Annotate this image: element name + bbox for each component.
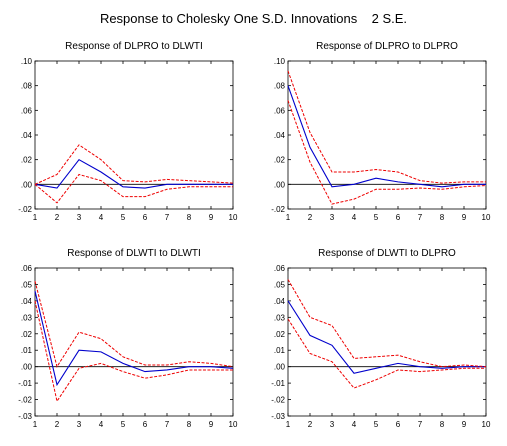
x-tick-label: 7 <box>418 213 423 222</box>
x-tick-label: 6 <box>396 420 401 429</box>
y-tick-label: -.01 <box>18 379 32 388</box>
y-tick-label: .02 <box>21 156 33 165</box>
lower-band-line <box>34 300 233 403</box>
x-tick-label: 8 <box>440 420 445 429</box>
y-tick-label: .00 <box>21 363 33 372</box>
upper-band-line <box>34 281 234 368</box>
panel-title: Response of DLPRO to DLPRO <box>316 41 458 52</box>
x-tick-label: 2 <box>55 213 60 222</box>
x-tick-label: 3 <box>77 213 82 222</box>
x-tick-label: 4 <box>99 213 104 222</box>
x-tick-label: 10 <box>229 420 238 429</box>
y-tick-label: .03 <box>274 313 286 322</box>
x-tick-label: 10 <box>482 420 491 429</box>
x-tick-label: 6 <box>143 420 148 429</box>
lower-band-line <box>287 100 487 205</box>
y-tick-label: .05 <box>21 280 33 289</box>
plot-frame <box>287 267 487 417</box>
upper-band-line <box>287 70 486 184</box>
x-tick-label: 9 <box>209 420 214 429</box>
x-tick-label: 8 <box>187 213 192 222</box>
x-tick-label: 6 <box>143 213 148 222</box>
x-tick-label: 8 <box>187 420 192 429</box>
y-tick-label: .06 <box>274 264 286 273</box>
x-tick-label: 9 <box>462 213 467 222</box>
y-tick-label: .04 <box>274 131 286 140</box>
x-tick-label: 2 <box>308 213 313 222</box>
x-tick-label: 6 <box>396 213 401 222</box>
y-tick-label: -.03 <box>271 412 285 421</box>
x-tick-label: 5 <box>374 420 379 429</box>
y-tick-label: -.01 <box>271 379 285 388</box>
x-tick-label: 3 <box>330 213 335 222</box>
x-tick-label: 10 <box>229 213 238 222</box>
chart-panel-3: Response of DLWTI to DLWTI -.03 -.02 -.01 .0… <box>18 248 238 429</box>
y-tick-label: .08 <box>21 82 33 91</box>
y-tick-label: .02 <box>21 330 33 339</box>
y-tick-label: -.02 <box>18 205 32 214</box>
x-tick-label: 3 <box>330 420 335 429</box>
x-tick-label: 1 <box>33 420 38 429</box>
x-tick-label: 1 <box>33 213 38 222</box>
x-tick-label: 7 <box>418 420 423 429</box>
lower-band-line <box>34 173 233 204</box>
x-tick-label: 7 <box>165 213 170 222</box>
y-tick-label: .08 <box>274 82 286 91</box>
plot-frame <box>287 60 487 210</box>
x-tick-label: 9 <box>462 420 467 429</box>
y-tick-label: .00 <box>274 363 286 372</box>
x-tick-label: 7 <box>165 420 170 429</box>
y-tick-label: .00 <box>274 180 286 189</box>
y-tick-label: .06 <box>21 264 33 273</box>
plot-frame <box>34 267 234 417</box>
y-tick-label: -.02 <box>271 396 285 405</box>
y-tick-label: .06 <box>274 106 286 115</box>
y-tick-label: .01 <box>21 346 33 355</box>
response-line <box>287 85 486 188</box>
y-tick-label: .04 <box>21 131 33 140</box>
x-tick-label: 1 <box>286 213 291 222</box>
chart-panel-1: Response of DLPRO to DLWTI -.02 .00 .02 .04.… <box>18 41 238 222</box>
chart-panel-4: Response of DLWTI to DLPRO -.03 -.02 -.01 .0… <box>271 248 491 429</box>
y-tick-label: .05 <box>274 280 286 289</box>
y-tick-label: -.02 <box>18 396 32 405</box>
response-line <box>287 300 486 374</box>
y-tick-label: .03 <box>21 313 33 322</box>
x-tick-label: 9 <box>209 213 214 222</box>
y-tick-label: .02 <box>274 156 286 165</box>
x-tick-label: 3 <box>77 420 82 429</box>
x-tick-label: 8 <box>440 213 445 222</box>
x-tick-label: 4 <box>352 213 357 222</box>
x-tick-label: 2 <box>55 420 60 429</box>
y-tick-label: .02 <box>274 330 286 339</box>
panel-title: Response of DLWTI to DLWTI <box>67 248 201 259</box>
x-tick-label: 5 <box>374 213 379 222</box>
x-tick-label: 4 <box>352 420 357 429</box>
figure-title: Response to Cholesky One S.D. Innovation… <box>99 11 408 26</box>
y-tick-label: .04 <box>21 297 33 306</box>
y-tick-label: .01 <box>274 346 286 355</box>
x-tick-label: 2 <box>308 420 313 429</box>
upper-band-line <box>287 279 487 368</box>
panel-title: Response of DLWTI to DLPRO <box>318 248 456 259</box>
x-tick-label: 4 <box>99 420 104 429</box>
y-tick-label: .06 <box>21 106 33 115</box>
panel-title: Response of DLPRO to DLWTI <box>65 41 203 52</box>
y-tick-label: .10 <box>21 57 33 66</box>
y-tick-label: -.02 <box>271 205 285 214</box>
x-tick-label: 5 <box>121 420 126 429</box>
y-tick-label: .10 <box>274 57 286 66</box>
x-tick-label: 5 <box>121 213 126 222</box>
y-tick-label: .00 <box>21 180 33 189</box>
y-tick-label: -.03 <box>18 412 32 421</box>
response-line <box>34 290 234 387</box>
chart-panel-2: Response of DLPRO to DLPRO -.02 .00 .02 .04.… <box>271 41 491 222</box>
y-tick-label: .04 <box>274 297 286 306</box>
response-line <box>34 158 233 189</box>
x-tick-label: 10 <box>482 213 491 222</box>
x-tick-label: 1 <box>286 420 291 429</box>
lower-band-line <box>287 318 486 389</box>
upper-band-line <box>34 144 234 185</box>
